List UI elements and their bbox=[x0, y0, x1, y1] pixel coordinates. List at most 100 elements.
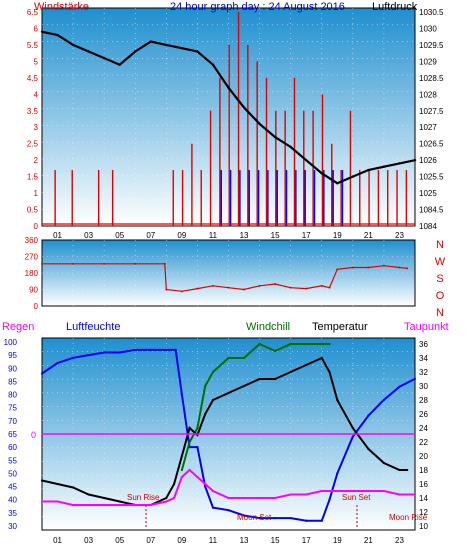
taupunkt-label: Taupunkt bbox=[404, 321, 449, 333]
series-point-taupunkt bbox=[165, 500, 168, 503]
series-point-temperatur bbox=[56, 482, 59, 486]
wind-bar bbox=[97, 170, 100, 226]
wind-y-tick: 3 bbox=[34, 123, 39, 132]
direction-point bbox=[305, 287, 308, 290]
series-point-luftfeuchte bbox=[413, 377, 417, 380]
humidity-y-tick: 65 bbox=[8, 430, 17, 439]
compass-label: O bbox=[436, 290, 445, 302]
wind-bar bbox=[368, 170, 370, 226]
humidity-y-tick: 55 bbox=[8, 456, 17, 465]
pressure-point bbox=[413, 158, 417, 162]
wind-bar bbox=[181, 170, 184, 226]
direction-y-tick: 0 bbox=[34, 302, 39, 311]
temperature-y-tick: 20 bbox=[419, 452, 428, 461]
wind-bar bbox=[312, 110, 314, 226]
series-point-taupunkt bbox=[274, 496, 277, 500]
pressure-point bbox=[398, 162, 401, 165]
direction-y-tick: 90 bbox=[29, 286, 38, 295]
climate-x-tick: 05 bbox=[115, 536, 124, 545]
climate-x-tick: 13 bbox=[240, 536, 249, 545]
series-point-taupunkt bbox=[173, 496, 176, 500]
series-point-luftfeuchte bbox=[258, 517, 261, 520]
pressure-point bbox=[258, 122, 261, 126]
series-point-taupunkt bbox=[398, 493, 401, 496]
series-point-temperatur bbox=[173, 482, 176, 486]
series-point-windchill bbox=[320, 342, 323, 346]
temperature-y-tick: 26 bbox=[419, 410, 428, 419]
series-point-windchill bbox=[196, 426, 199, 430]
pressure-y-tick: 1025.5 bbox=[419, 173, 444, 182]
series-point-temperatur bbox=[40, 479, 44, 482]
series-point-luftfeuchte bbox=[305, 519, 308, 522]
wind-x-tick: 19 bbox=[333, 231, 342, 240]
series-point-luftfeuchte bbox=[274, 517, 277, 520]
series-point-windchill bbox=[305, 342, 308, 346]
wind-y-tick: 3.5 bbox=[27, 107, 39, 116]
wind-bar bbox=[303, 110, 305, 226]
series-point-luftfeuchte bbox=[211, 506, 215, 509]
wind-bar bbox=[256, 61, 258, 227]
wind-bar bbox=[275, 110, 277, 226]
series-point-temperatur bbox=[320, 356, 323, 360]
series-point-taupunkt bbox=[336, 489, 339, 493]
pressure-y-tick: 1084.5 bbox=[419, 206, 444, 215]
wind-x-tick: 09 bbox=[177, 231, 186, 240]
series-point-windchill bbox=[274, 349, 277, 353]
rain-zero-tick: 0 bbox=[31, 430, 36, 440]
gust-bar bbox=[276, 170, 278, 226]
pressure-y-axis: 1030.5 1030 1029.5 1029 1028.5 1028 1027.5 1027… bbox=[419, 8, 444, 231]
gust-bar bbox=[257, 170, 260, 226]
climate-x-axis: 01 03 05 07 09 11 13 15 17 19 21 23 bbox=[53, 536, 404, 545]
series-point-temperatur bbox=[242, 384, 246, 388]
wind-x-axis: 01 03 05 07 09 11 13 15 17 19 21 23 bbox=[53, 231, 404, 240]
series-point-luftfeuchte bbox=[149, 348, 152, 351]
series-point-taupunkt bbox=[351, 489, 354, 493]
sunrise-label: Sun Rise bbox=[127, 493, 160, 502]
series-point-taupunkt bbox=[180, 475, 183, 479]
wind-bar bbox=[349, 110, 352, 226]
gust-bar bbox=[332, 170, 334, 226]
wind-bar bbox=[247, 44, 249, 226]
climate-x-tick: 07 bbox=[146, 536, 155, 545]
gust-bar bbox=[295, 170, 297, 226]
gust-bar bbox=[239, 170, 241, 226]
series-point-luftfeuchte bbox=[242, 514, 246, 517]
humidity-y-tick: 95 bbox=[8, 351, 17, 360]
wind-y-tick: 4 bbox=[34, 90, 39, 99]
series-point-temperatur bbox=[351, 426, 354, 430]
direction-point bbox=[336, 268, 339, 271]
series-point-luftfeuchte bbox=[165, 348, 168, 351]
series-point-luftfeuchte bbox=[180, 393, 183, 396]
series-point-taupunkt bbox=[289, 493, 292, 496]
series-point-luftfeuchte bbox=[328, 498, 331, 501]
direction-point bbox=[328, 286, 331, 289]
wind-bar bbox=[172, 170, 174, 226]
luftfeuchte-label: Luftfeuchte bbox=[66, 321, 120, 333]
direction-point bbox=[134, 262, 137, 265]
pressure-y-tick: 1084 bbox=[419, 222, 437, 231]
wind-y-tick: 4.5 bbox=[27, 74, 39, 83]
wind-bar bbox=[377, 170, 380, 226]
climate-x-tick: 01 bbox=[53, 536, 62, 545]
direction-point bbox=[163, 262, 166, 265]
humidity-y-axis: 100 95 90 85 80 75 70 65 60 55 50 45 40 35 30 bbox=[4, 338, 18, 531]
series-point-temperatur bbox=[71, 486, 75, 489]
pressure-y-tick: 1029.5 bbox=[419, 41, 444, 50]
wind-bar bbox=[265, 77, 268, 226]
series-point-taupunkt bbox=[211, 489, 215, 493]
direction-point bbox=[258, 284, 261, 287]
pressure-y-tick: 1025 bbox=[419, 189, 437, 198]
series-point-taupunkt bbox=[242, 496, 246, 500]
wind-bar bbox=[209, 110, 212, 226]
series-point-taupunkt bbox=[56, 500, 59, 503]
wind-bar bbox=[71, 170, 73, 226]
wind-y-tick: 1.5 bbox=[27, 173, 39, 182]
humidity-y-tick: 70 bbox=[8, 417, 17, 426]
series-point-luftfeuchte bbox=[289, 517, 292, 520]
gust-bar bbox=[341, 170, 344, 226]
series-point-taupunkt bbox=[103, 503, 106, 507]
temperature-y-tick: 32 bbox=[419, 368, 428, 377]
direction-point bbox=[103, 262, 106, 265]
wind-bar bbox=[111, 170, 114, 226]
